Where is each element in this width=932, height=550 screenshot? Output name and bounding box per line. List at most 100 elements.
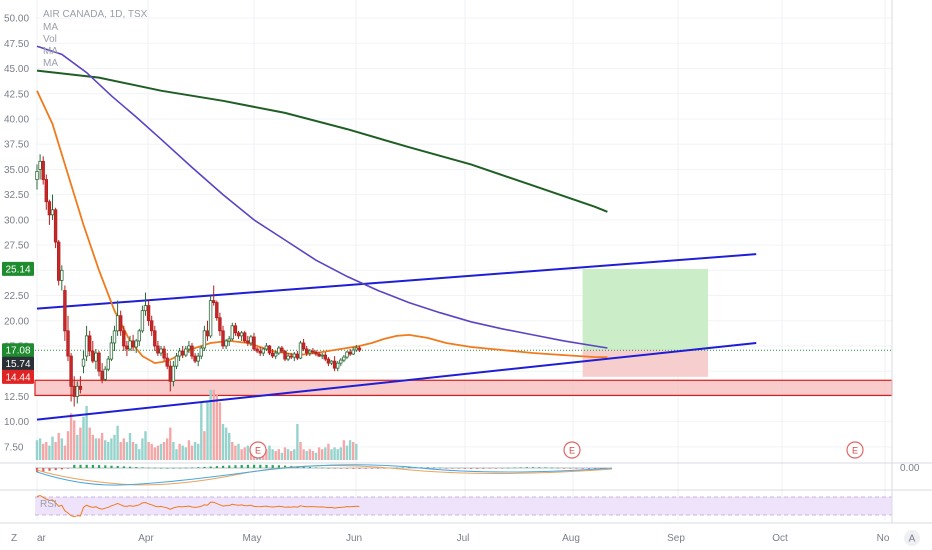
indicator-panes: RSI [0, 462, 932, 524]
volume-bar [355, 443, 358, 460]
osc-bar [463, 468, 466, 469]
osc-bar [104, 465, 107, 468]
volume-bar [113, 434, 116, 460]
x-tick-label: Sep [667, 533, 685, 544]
y-tick-label: 42.50 [4, 89, 29, 100]
rsi-line [36, 495, 360, 518]
candle-body [75, 385, 79, 397]
candle-body [47, 201, 52, 216]
osc-macd-line [36, 464, 613, 486]
candle-body [146, 305, 151, 322]
volume-bar [206, 402, 209, 460]
earnings-label: E [852, 446, 858, 456]
volume-bar [85, 406, 88, 460]
volume-bar [283, 447, 287, 460]
osc-bar [532, 467, 535, 468]
candle-body [320, 354, 324, 357]
candle-body [283, 350, 287, 360]
osc-bar [432, 467, 435, 469]
candle-body [115, 315, 120, 332]
price-badge [2, 343, 34, 358]
candle-body [174, 355, 179, 367]
candle-body [311, 350, 315, 353]
candle-body [190, 345, 194, 357]
volume-bar [237, 443, 240, 460]
osc-bar [420, 467, 423, 468]
x-tick-label: Jul [457, 533, 470, 544]
candle-body [143, 305, 148, 312]
volume-bar [88, 427, 91, 460]
auto-scale-button [904, 530, 920, 546]
volume-bar [190, 445, 194, 460]
candle-body [205, 330, 210, 337]
candle-body [199, 347, 203, 357]
legend-item: MA [43, 58, 58, 69]
volume-bar [240, 449, 243, 460]
osc-bar [110, 465, 113, 468]
volume-bar [51, 436, 54, 460]
candle-body [292, 353, 296, 358]
x-tick-label: Oct [772, 533, 788, 544]
volume-bar [128, 433, 132, 460]
candle-body [187, 345, 191, 350]
osc-bar [525, 467, 528, 468]
volume-bar [119, 442, 122, 460]
osc-bar [575, 468, 578, 469]
candle-body [88, 335, 92, 352]
osc-bar [556, 467, 559, 469]
rsi-band [35, 497, 892, 515]
volume-bar [342, 440, 346, 460]
volume-bar [296, 424, 299, 460]
earnings-marker [846, 441, 864, 459]
candle-body [230, 325, 234, 340]
osc-bar [383, 468, 386, 469]
candle-body [184, 348, 188, 356]
candle-body [301, 342, 306, 350]
osc-bar [482, 468, 485, 469]
osc-bar [519, 467, 522, 468]
volume-bar [317, 447, 321, 460]
candle-body [351, 349, 355, 355]
price-badge-label: 17.08 [5, 346, 30, 357]
candle-body [326, 358, 331, 364]
lower-trendline [36, 341, 757, 421]
volume-bar [162, 442, 166, 460]
osc-bar [141, 467, 144, 468]
volume-bar [153, 447, 156, 460]
osc-bar [135, 467, 138, 468]
x-tick-label: May [243, 533, 262, 544]
volume-bar [166, 438, 169, 460]
candle-body [354, 347, 358, 351]
osc-bar [234, 465, 237, 468]
osc-bar [538, 467, 541, 468]
volume-bar [345, 445, 349, 460]
candle-body [342, 356, 346, 361]
auto-scale-label: A [909, 534, 916, 545]
osc-bar [122, 466, 125, 468]
legend-item: MA [43, 46, 58, 57]
osc-bar [494, 468, 497, 469]
osc-bar [327, 467, 330, 469]
volume-bar [156, 445, 160, 460]
volume-bar [57, 433, 60, 460]
y-tick-label: 27.50 [4, 241, 29, 252]
candle-body [215, 302, 219, 319]
volume-bar [94, 438, 98, 460]
candle-body [277, 347, 281, 354]
volume-bar [209, 389, 212, 460]
volume-bar [172, 442, 175, 460]
trendlines [36, 253, 757, 421]
osc-bar [507, 467, 510, 469]
volume-bar [221, 424, 225, 460]
osc-bar [48, 468, 51, 471]
volume-bar [100, 433, 104, 460]
support-zone [34, 379, 893, 397]
osc-bar [228, 465, 231, 468]
rsi-label: RSI [40, 499, 57, 510]
volume-bar [104, 440, 107, 460]
legend-item: Vol [43, 34, 57, 45]
candle-body [78, 385, 83, 390]
y-tick-label: 7.50 [4, 442, 24, 453]
